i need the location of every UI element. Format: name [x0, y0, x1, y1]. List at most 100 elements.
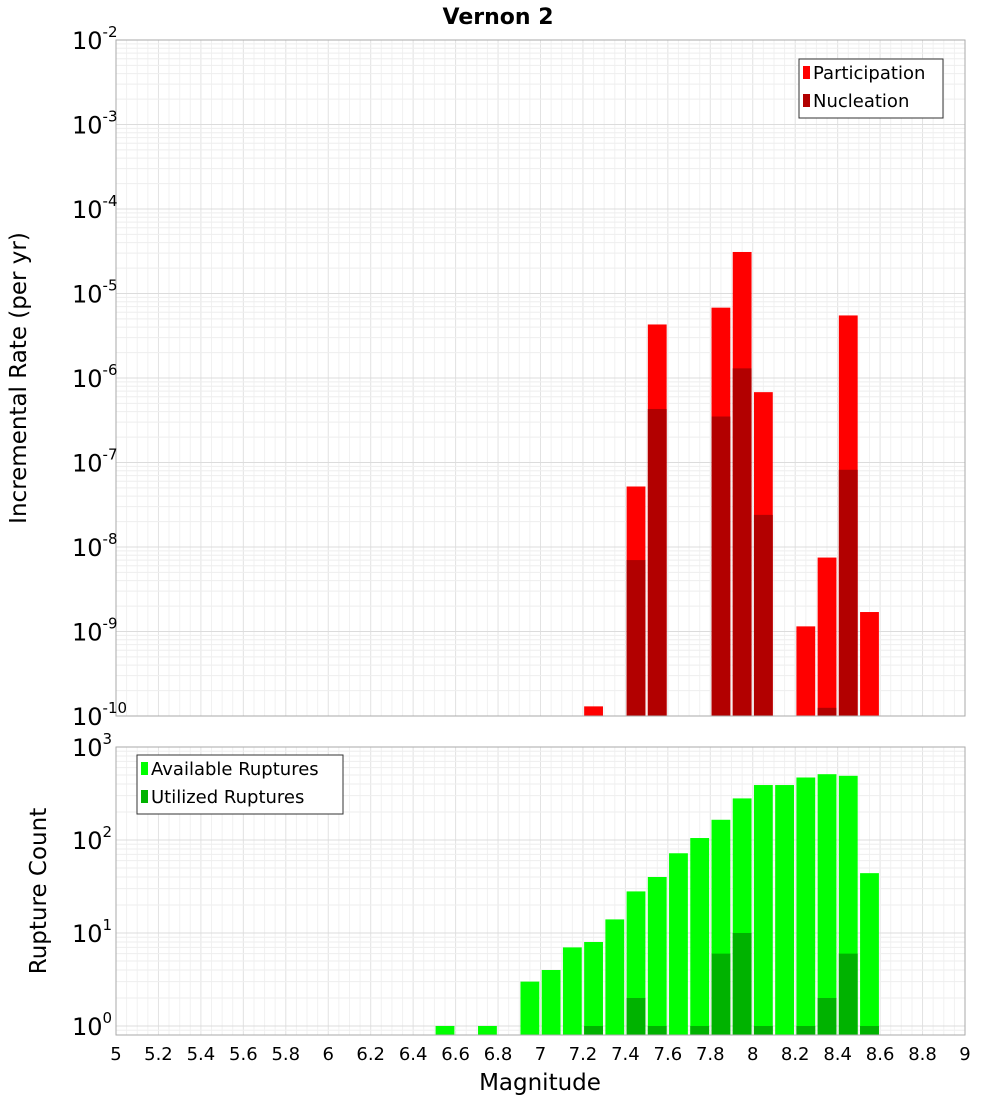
bar: [838, 469, 858, 716]
x-tick-label: 7.8: [696, 1044, 725, 1065]
top-y-axis-label: Incremental Rate (per yr): [6, 232, 32, 524]
x-tick-label: 7.2: [569, 1044, 598, 1065]
x-tick-labels: 5 5.2 5.4 5.6 5.8 6 6.2 6.4 6.6 6.8 7 7.2 7.4 7.6 7.8 8…: [110, 1044, 970, 1065]
y-tick-label: 10-5: [72, 277, 118, 309]
bar: [478, 1025, 497, 1035]
bars: [584, 251, 879, 717]
plot-border: [115, 746, 966, 1036]
x-tick-label: 8.6: [866, 1044, 895, 1065]
legend-box: [136, 754, 344, 815]
x-tick-label: 7.4: [611, 1044, 640, 1065]
x-tick-label: 5.4: [187, 1044, 216, 1065]
bar: [647, 1025, 667, 1035]
y-tick-label: 10-10: [72, 699, 127, 731]
legend-swatch: [803, 94, 810, 107]
bar: [690, 1025, 710, 1035]
legend-swatch: [141, 790, 148, 803]
bar: [711, 416, 731, 716]
bar: [541, 969, 561, 1035]
x-tick-label: 7.6: [654, 1044, 683, 1065]
x-tick-label: 6.8: [484, 1044, 513, 1065]
bar: [520, 981, 540, 1035]
bar: [775, 785, 794, 1035]
bars: [435, 774, 879, 1035]
y-tick-label: 10-9: [72, 615, 118, 647]
legend-label: Participation: [813, 63, 925, 84]
y-tick-label: 10-2: [72, 23, 118, 55]
x-tick-label: 6.4: [399, 1044, 428, 1065]
legend-label: Nucleation: [813, 91, 909, 112]
x-tick-label: 5.6: [229, 1044, 258, 1065]
legend-swatch: [141, 762, 148, 775]
bar: [796, 626, 816, 716]
bar: [690, 838, 710, 1035]
bar: [647, 408, 667, 716]
chart-panel-2: 100 101 102 103 5 5.2 5.4 5.6 5.8 6 6.2 6.4 6.6 6.8 7 7…: [72, 730, 971, 1065]
y-tick-label: 10-8: [72, 530, 118, 562]
legend-label: Utilized Ruptures: [151, 787, 304, 808]
x-tick-label: 9: [959, 1044, 970, 1065]
legend-label: Available Ruptures: [151, 759, 319, 780]
bar: [753, 785, 773, 1035]
x-tick-label: 8.8: [908, 1044, 937, 1065]
bar: [562, 947, 582, 1035]
bar: [711, 953, 731, 1035]
bar: [584, 706, 603, 716]
bar: [817, 774, 837, 1035]
y-tick-label: 10-6: [72, 361, 118, 393]
bar: [860, 612, 879, 716]
x-tick-label: 6: [323, 1044, 334, 1065]
x-tick-label: 6.2: [356, 1044, 385, 1065]
bar: [584, 942, 603, 1035]
bar: [435, 1025, 455, 1035]
bar: [796, 1025, 816, 1035]
bar: [732, 368, 752, 716]
y-tick-label: 10-3: [72, 108, 118, 140]
x-tick-label: 7: [535, 1044, 546, 1065]
bar: [817, 707, 837, 716]
chart-panel-1: 10-10 10-9 10-8 10-7 10-6 10-5 10-4 10-3 10-2 Par…: [72, 23, 966, 731]
bar: [626, 560, 646, 716]
bar: [860, 873, 879, 1035]
bottom-y-axis-label: Rupture Count: [26, 808, 52, 974]
x-tick-label: 5: [110, 1044, 121, 1065]
bar: [860, 1025, 879, 1035]
x-tick-label: 8: [747, 1044, 758, 1065]
x-tick-label: 8.2: [781, 1044, 810, 1065]
plot-border: [115, 39, 966, 717]
grid-lines: [115, 40, 966, 717]
y-tick-labels: 10-10 10-9 10-8 10-7 10-6 10-5 10-4 10-3 10-2: [72, 23, 127, 731]
bar: [838, 953, 858, 1035]
series-2-bars: [584, 932, 879, 1035]
chart-title: Vernon 2: [443, 5, 554, 30]
bar: [647, 877, 667, 1035]
y-tick-label: 10-7: [72, 446, 118, 478]
bar: [817, 557, 837, 716]
x-tick-label: 8.4: [823, 1044, 852, 1065]
bar: [753, 1025, 773, 1035]
bar: [732, 932, 752, 1035]
y-tick-label: 10-4: [72, 192, 118, 224]
legend-swatch: [803, 66, 810, 79]
legend: Available Ruptures Utilized Ruptures: [136, 754, 344, 815]
legend: Participation Nucleation: [798, 58, 944, 119]
bar: [753, 514, 773, 716]
x-tick-label: 5.8: [271, 1044, 300, 1065]
bar: [669, 853, 688, 1035]
bar: [584, 1025, 603, 1035]
y-tick-label: 103: [72, 730, 112, 762]
x-axis-label: Magnitude: [479, 1070, 601, 1096]
y-tick-label: 100: [72, 1009, 112, 1041]
bar: [817, 997, 837, 1035]
bar: [626, 997, 646, 1035]
series-2-bars: [626, 368, 858, 716]
bar: [605, 919, 625, 1035]
bar: [796, 777, 816, 1035]
y-tick-label: 102: [72, 823, 112, 855]
y-tick-labels: 100 101 102 103: [72, 730, 112, 1041]
legend-box: [798, 58, 944, 119]
x-tick-label: 6.6: [441, 1044, 470, 1065]
y-tick-label: 101: [72, 916, 112, 948]
x-tick-label: 5.2: [144, 1044, 173, 1065]
